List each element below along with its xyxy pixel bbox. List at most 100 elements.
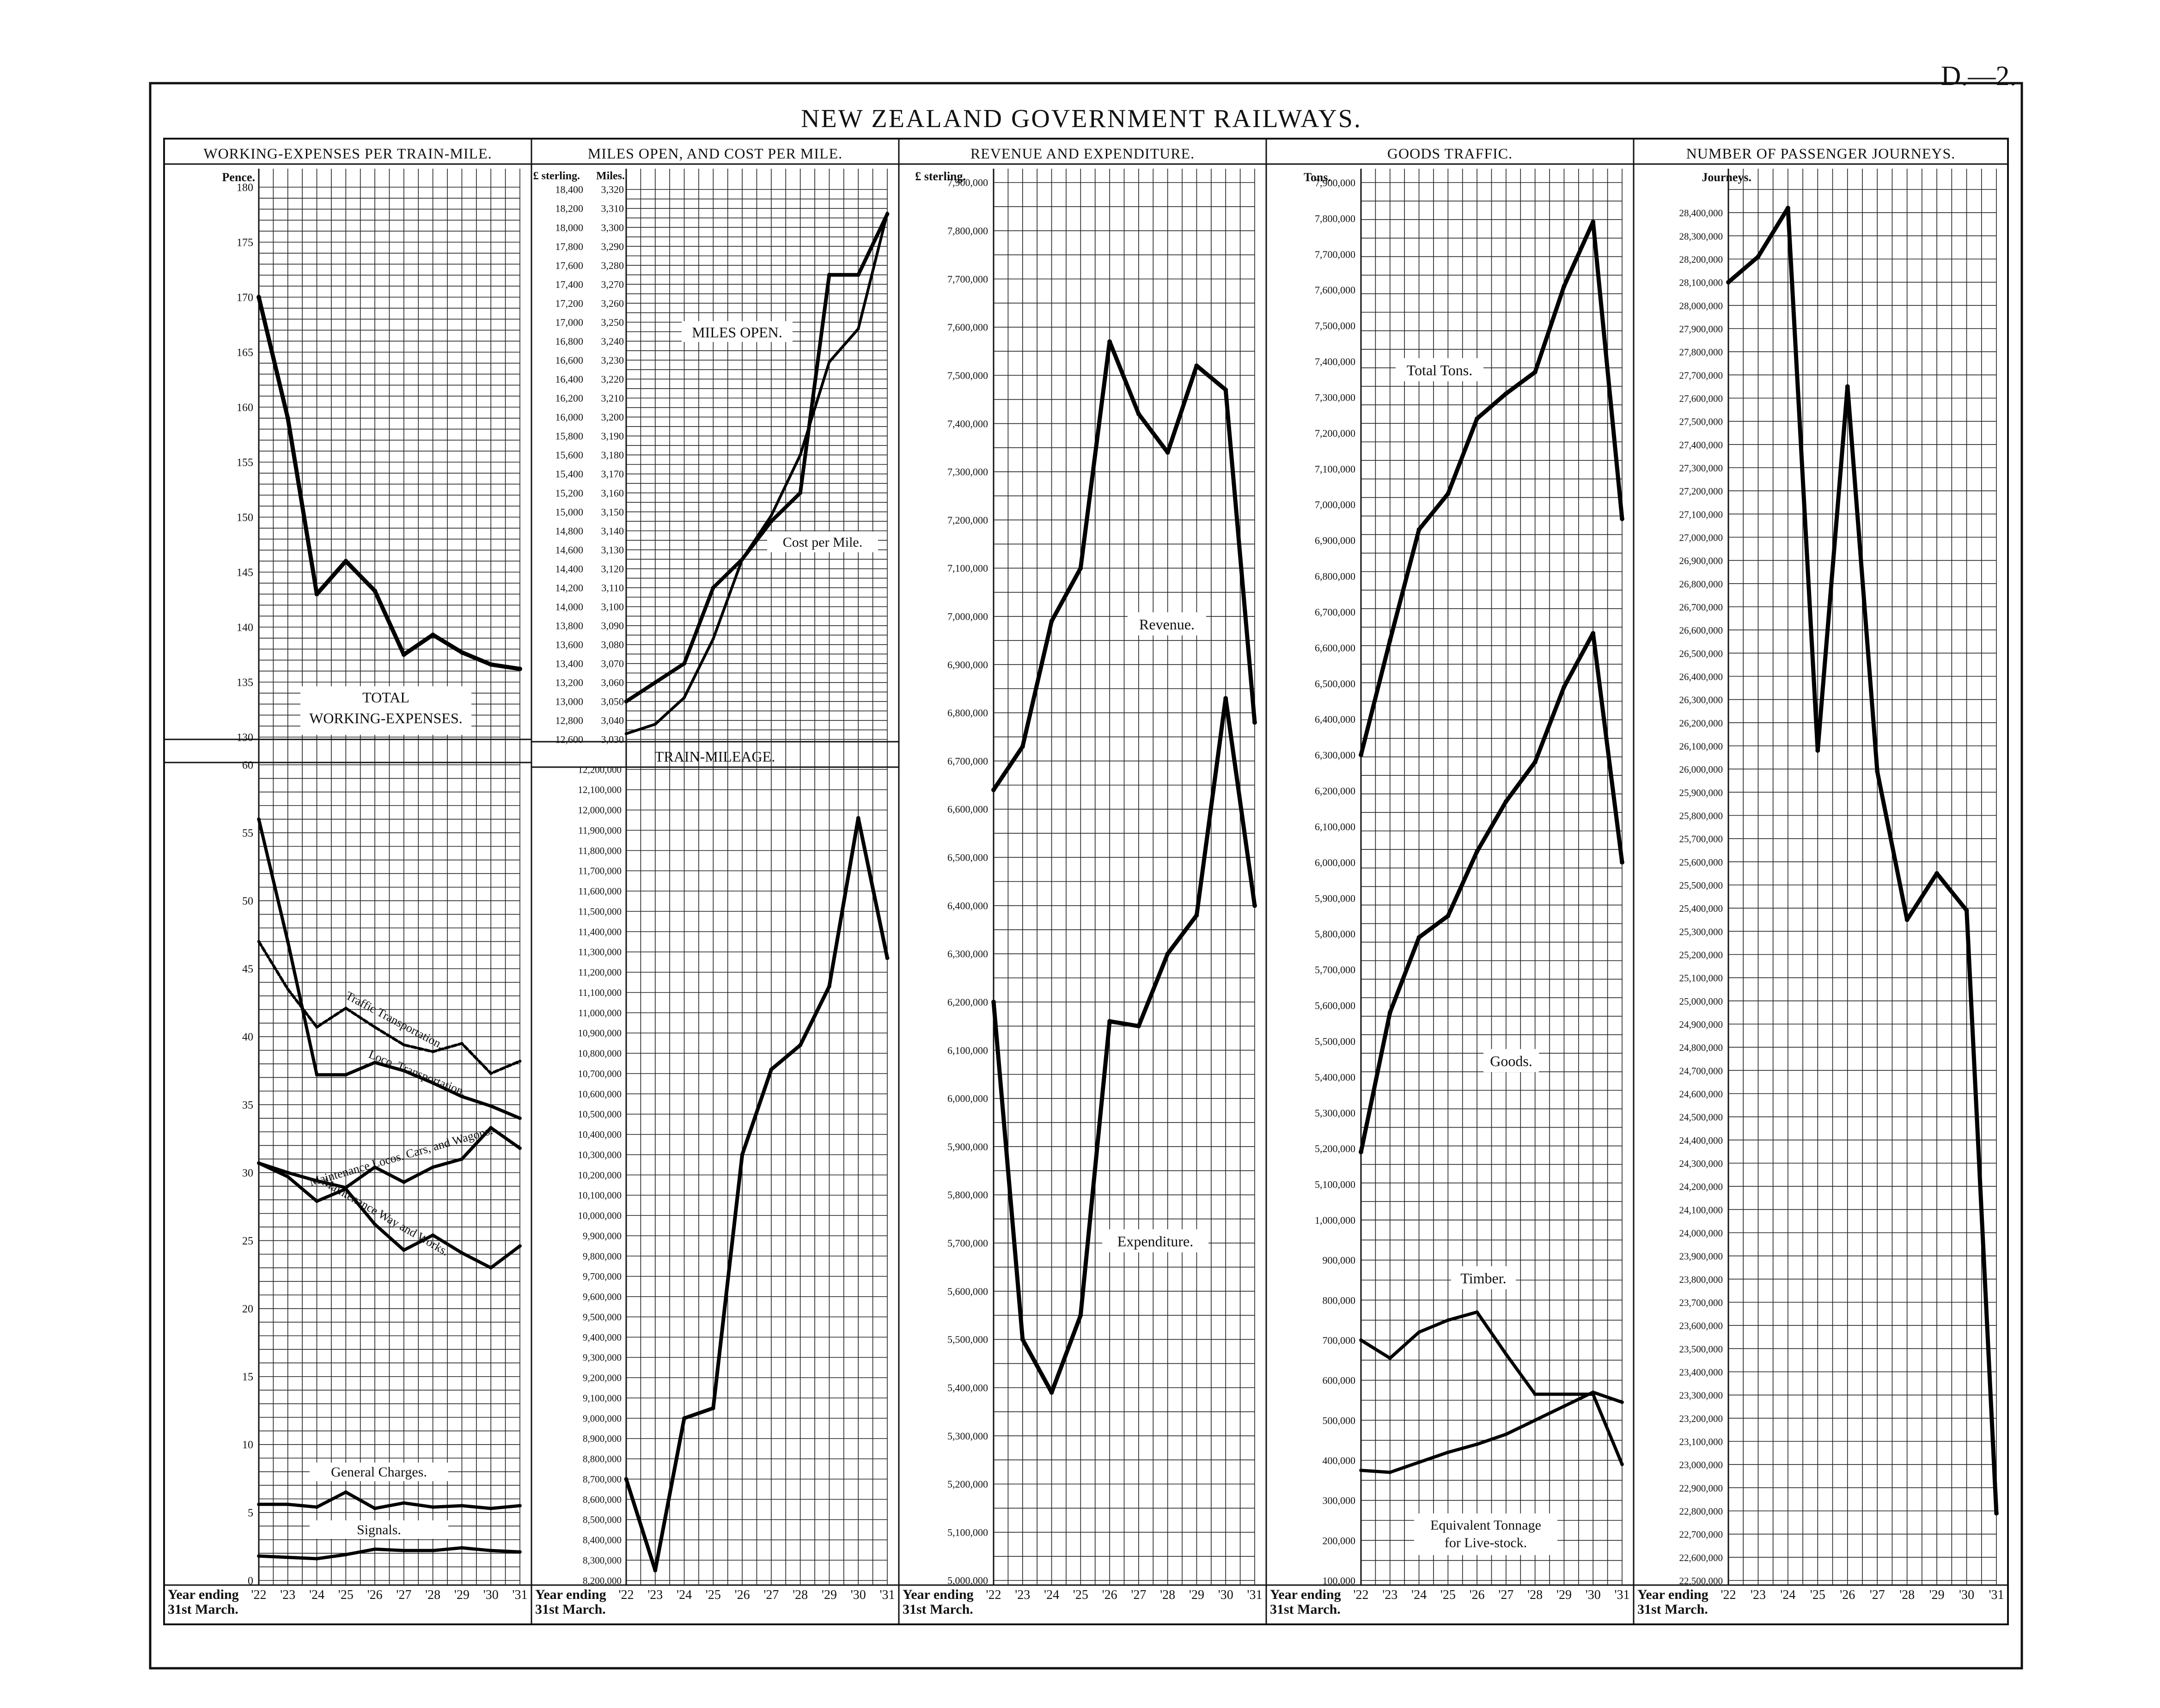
data-point	[1165, 450, 1170, 455]
data-point	[991, 1000, 996, 1005]
data-point	[373, 1165, 377, 1169]
y-tick-label-left: 15,000	[555, 506, 584, 518]
series-passenger-journeys	[1726, 206, 1999, 1515]
data-point	[315, 1505, 319, 1509]
data-point	[460, 1546, 464, 1550]
y-tick-label: 130	[237, 732, 253, 744]
y-tick-label: 7,700,000	[947, 273, 988, 285]
label-backdrop	[1102, 1229, 1208, 1252]
y-tick-label-right: 3,220	[601, 373, 624, 385]
data-point	[1417, 1460, 1421, 1464]
series-label-goods: Goods.	[1490, 1053, 1532, 1069]
data-point	[1785, 206, 1790, 211]
y-tick-label-right: 3,080	[601, 639, 624, 651]
data-point	[798, 1043, 803, 1048]
data-point	[402, 1248, 406, 1252]
data-point	[431, 1165, 435, 1169]
y-tick-label: 5,600,000	[947, 1286, 988, 1297]
y-tick-label-right: 3,060	[601, 677, 624, 689]
y-tick-label: 35	[242, 1099, 253, 1111]
y-tick-label: 6,300,000	[947, 948, 988, 960]
data-point	[798, 491, 803, 495]
year-tick-label: '28	[425, 1588, 440, 1602]
data-point	[1416, 935, 1422, 940]
year-tick-label: '26	[735, 1588, 750, 1602]
data-point	[1503, 391, 1508, 396]
data-point	[257, 1161, 261, 1165]
y-tick-label: 22,700,000	[1679, 1529, 1723, 1540]
data-point	[624, 732, 628, 735]
y-tick-label: 9,300,000	[583, 1352, 622, 1363]
y-tick-label: 5,100,000	[1315, 1179, 1355, 1190]
y-tick-label-right: 3,230	[601, 354, 624, 366]
y-tick-label: 0	[248, 1575, 253, 1587]
year-tick-label: '31	[1614, 1588, 1629, 1602]
series-total-working-expenses	[256, 295, 522, 671]
y-tick-label: 26,400,000	[1679, 671, 1723, 683]
y-tick-label-right: 3,090	[601, 620, 624, 631]
footer-31st-march: 31st March.	[535, 1602, 606, 1617]
year-tick-label: '30	[1218, 1588, 1233, 1602]
footer-year-ending: Year ending	[168, 1587, 239, 1602]
y-tick-label: 10,900,000	[578, 1028, 622, 1039]
y-tick-label: 27,600,000	[1679, 393, 1723, 404]
y-tick-label: 7,400,000	[1315, 356, 1355, 367]
data-point	[828, 360, 831, 364]
y-tick-label: 5,400,000	[947, 1382, 988, 1393]
y-tick-label: 7,800,000	[1315, 213, 1355, 224]
y-tick-label: 7,800,000	[947, 225, 988, 237]
year-tick-label: '24	[677, 1588, 692, 1602]
data-point	[711, 586, 715, 590]
panel-title: NUMBER OF PASSENGER JOURNEYS.	[1686, 145, 1956, 162]
y-tick-label: 23,900,000	[1679, 1251, 1723, 1262]
y-tick-label: 160	[237, 402, 253, 414]
series-label-expense: Maintenance Way and Works.	[320, 1175, 451, 1258]
data-point	[885, 956, 890, 960]
data-point	[1416, 527, 1422, 532]
data-point	[682, 661, 686, 666]
y-tick-label: 5,700,000	[947, 1238, 988, 1249]
y-tick-label: 40	[242, 1031, 253, 1043]
y-tick-label: 5,600,000	[1315, 1000, 1355, 1012]
y-tick-label: 9,100,000	[583, 1392, 622, 1403]
data-point	[489, 1266, 493, 1270]
y-tick-label: 8,600,000	[583, 1494, 622, 1505]
data-point	[518, 1060, 522, 1063]
data-point	[1504, 1432, 1508, 1436]
data-point	[373, 1061, 377, 1065]
y-tick-label: 7,100,000	[947, 562, 988, 574]
series-expense-4	[257, 1490, 522, 1510]
y-tick-label: 22,600,000	[1679, 1552, 1723, 1563]
data-point	[1223, 387, 1228, 392]
y-tick-label: 28,200,000	[1679, 254, 1723, 265]
y-tick-label: 20	[242, 1303, 253, 1315]
data-point	[885, 212, 889, 215]
data-point	[344, 1006, 348, 1010]
y-tick-label: 15	[242, 1371, 253, 1383]
y-tick-label: 9,600,000	[583, 1291, 622, 1302]
y-tick-label: 7,000,000	[1315, 499, 1355, 511]
data-point	[1475, 1442, 1479, 1446]
y-tick-label: 23,000,000	[1679, 1459, 1723, 1470]
data-point	[315, 1179, 319, 1183]
year-tick-label: '27	[1498, 1588, 1513, 1602]
data-point	[1136, 411, 1141, 416]
year-tick-label: '22	[618, 1588, 634, 1602]
data-point	[373, 1222, 377, 1226]
y-tick-label-left: 16,400	[555, 373, 584, 385]
axis-layer: Pence.1301351401451501551601651701751800…	[222, 170, 1751, 1587]
year-tick-label: '26	[367, 1588, 383, 1602]
data-point	[431, 1549, 435, 1553]
y-tick-label: 5,800,000	[947, 1189, 988, 1201]
y-tick-label: 11,600,000	[578, 886, 622, 897]
data-point	[1533, 1418, 1537, 1422]
y-tick-label: 23,800,000	[1679, 1274, 1723, 1285]
data-point	[799, 453, 802, 457]
series-goods-0	[1359, 220, 1624, 757]
y-tick-label-right: 3,190	[601, 430, 624, 442]
y-tick-label-right: 3,240	[601, 336, 624, 347]
y-tick-label: 24,900,000	[1679, 1019, 1723, 1030]
y-tick-label: 7,500,000	[947, 370, 988, 381]
data-point	[1532, 370, 1538, 375]
series-goods-lower-1	[1359, 1391, 1624, 1474]
